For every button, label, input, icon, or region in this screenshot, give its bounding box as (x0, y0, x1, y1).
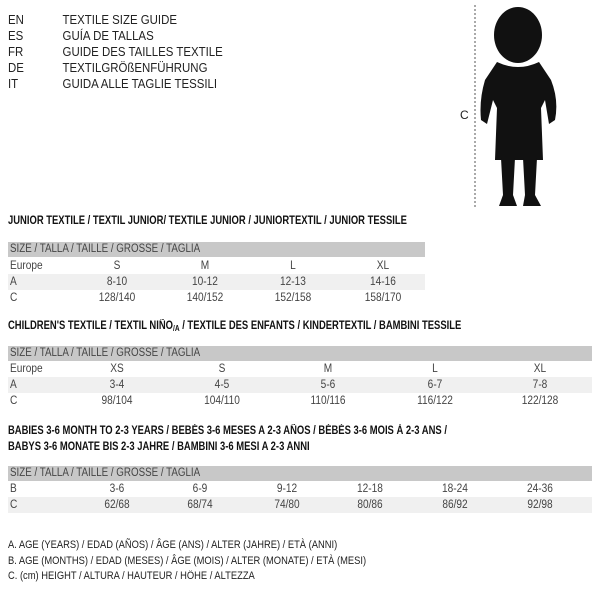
cell: 9-12 (276, 483, 298, 495)
header-text: SIZE / TALLA / TAILLE / GRÖSSE / TAGLIA (10, 347, 201, 359)
cell: 104/110 (204, 395, 240, 407)
lang-fr: FR GUIDE DES TAILLES TEXTILE (8, 44, 223, 59)
cell: 24-36 (527, 483, 553, 495)
cell: 152/158 (274, 292, 312, 304)
cell: 14-16 (370, 276, 396, 288)
cell: 80/86 (357, 499, 383, 511)
title-text: / TEXTILE DES ENFANTS / KINDERTEXTIL / B… (179, 320, 462, 332)
cell: M (323, 363, 333, 375)
cell: L (432, 363, 438, 375)
table-row: A 3-4 4-5 5-6 6-7 7-8 (8, 377, 592, 393)
cell: 3-6 (109, 483, 125, 495)
table-row: Europe S M L XL (8, 258, 425, 274)
row-label: B (10, 483, 17, 495)
cell: S (218, 363, 226, 375)
legend-age-months: B. AGE (MONTHS) / EDAD (MESES) / ÂGE (MO… (8, 555, 367, 567)
cell: 116/122 (417, 395, 453, 407)
table-row: C 62/68 68/74 74/80 80/86 86/92 92/98 (8, 497, 592, 513)
cell: M (200, 260, 210, 272)
cell: 158/170 (364, 292, 402, 304)
cell: XS (110, 363, 124, 375)
cell: 6-7 (427, 379, 443, 391)
lang-text: TEXTILGRÖßENFÜHRUNG (62, 60, 208, 75)
table-row: B 3-6 6-9 9-12 12-18 18-24 24-36 (8, 481, 592, 497)
title-text: CHILDREN'S TEXTILE / TEXTIL NIÑO (8, 320, 174, 332)
table-row: Europe XS S M L XL (8, 361, 592, 377)
row-label: C (10, 292, 18, 304)
lang-es: ES GUÍA DE TALLAS (8, 28, 154, 43)
cell: XL (376, 260, 390, 272)
lang-text: GUÍA DE TALLAS (62, 28, 154, 43)
cell: 128/140 (98, 292, 136, 304)
lang-it: IT GUIDA ALLE TAGLIE TESSILI (8, 76, 217, 91)
lang-code: IT (8, 76, 19, 91)
lang-code: EN (8, 12, 24, 27)
cell: 8-10 (106, 276, 128, 288)
cell: S (113, 260, 121, 272)
legend-height: C. (cm) HEIGHT / ALTURA / HAUTEUR / HÖHE… (8, 570, 255, 582)
lang-code: FR (8, 44, 24, 59)
cell: 98/104 (101, 395, 133, 407)
lang-code: ES (8, 28, 24, 43)
cell: 6-9 (192, 483, 208, 495)
cell: 92/98 (527, 499, 553, 511)
header-text: SIZE / TALLA / TAILLE / GRÖSSE / TAGLIA (10, 467, 201, 479)
babies-title-line1: BABIES 3-6 MONTH TO 2-3 YEARS / BEBÉS 3-… (8, 425, 447, 437)
cell: 10-12 (192, 276, 218, 288)
cell: L (290, 260, 296, 272)
lang-text: GUIDA ALLE TAGLIE TESSILI (62, 76, 218, 91)
row-label: Europe (10, 363, 43, 375)
lang-de: DE TEXTILGRÖßENFÜHRUNG (8, 60, 207, 75)
lang-code: DE (8, 60, 24, 75)
cell: 7-8 (532, 379, 548, 391)
lang-text: GUIDE DES TAILLES TEXTILE (62, 44, 223, 59)
children-title: CHILDREN'S TEXTILE / TEXTIL NIÑO/A / TEX… (8, 320, 461, 333)
cell: 5-6 (320, 379, 336, 391)
lang-en: EN TEXTILE SIZE GUIDE (8, 12, 177, 27)
legend-age-years: A. AGE (YEARS) / EDAD (AÑOS) / ÂGE (ANS)… (8, 539, 338, 551)
row-label: Europe (10, 260, 43, 272)
cell: 140/152 (186, 292, 224, 304)
junior-header: SIZE / TALLA / TAILLE / GRÖSSE / TAGLIA (8, 242, 425, 257)
title-sub: /A (173, 324, 180, 333)
cell: 74/80 (274, 499, 300, 511)
child-silhouette-icon (474, 5, 557, 208)
babies-header: SIZE / TALLA / TAILLE / GRÖSSE / TAGLIA (8, 466, 592, 481)
cell: 3-4 (109, 379, 125, 391)
cell: 12-13 (280, 276, 306, 288)
cell: 86/92 (442, 499, 468, 511)
lang-text: TEXTILE SIZE GUIDE (62, 12, 177, 27)
row-label: A (10, 379, 17, 391)
cell: 18-24 (442, 483, 468, 495)
cell: XL (533, 363, 547, 375)
cell: 12-18 (357, 483, 383, 495)
row-label: A (10, 276, 17, 288)
babies-title-line2: BABYS 3-6 MONATE BIS 2-3 JAHRE / BAMBINI… (8, 441, 310, 453)
cell: 68/74 (187, 499, 213, 511)
table-row: A 8-10 10-12 12-13 14-16 (8, 274, 425, 290)
header-text: SIZE / TALLA / TAILLE / GRÖSSE / TAGLIA (10, 243, 201, 255)
table-row: C 98/104 104/110 110/116 116/122 122/128 (8, 393, 592, 409)
junior-title: JUNIOR TEXTILE / TEXTIL JUNIOR/ TEXTILE … (8, 215, 407, 227)
cell: 62/68 (104, 499, 130, 511)
cell: 122/128 (521, 395, 559, 407)
cell: 110/116 (310, 395, 346, 407)
cell: 4-5 (214, 379, 230, 391)
children-header: SIZE / TALLA / TAILLE / GRÖSSE / TAGLIA (8, 346, 592, 361)
height-label: C (460, 108, 469, 122)
table-row: C 128/140 140/152 152/158 158/170 (8, 290, 425, 306)
row-label: C (10, 395, 18, 407)
row-label: C (10, 499, 18, 511)
